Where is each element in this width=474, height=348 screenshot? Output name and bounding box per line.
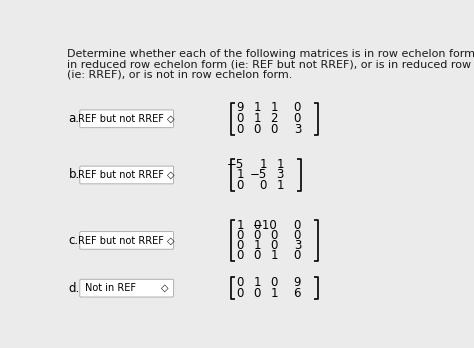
- Text: 0: 0: [254, 219, 261, 232]
- Text: 0: 0: [260, 179, 267, 192]
- Text: b.: b.: [69, 168, 80, 181]
- Text: 1: 1: [236, 219, 244, 232]
- Text: 1: 1: [253, 102, 261, 114]
- Text: 0: 0: [237, 287, 244, 300]
- Text: 1: 1: [276, 179, 284, 192]
- Text: 9: 9: [236, 102, 244, 114]
- Text: 1: 1: [270, 287, 278, 300]
- Text: 0: 0: [237, 249, 244, 262]
- FancyBboxPatch shape: [80, 110, 173, 128]
- Text: 0: 0: [254, 123, 261, 136]
- Text: 0: 0: [237, 112, 244, 125]
- FancyBboxPatch shape: [80, 166, 173, 184]
- Text: 0: 0: [271, 276, 278, 289]
- Text: 1: 1: [236, 168, 244, 181]
- Text: REF but not RREF ◇: REF but not RREF ◇: [78, 114, 175, 124]
- Text: 1: 1: [253, 276, 261, 289]
- Text: 0: 0: [237, 239, 244, 252]
- Text: a.: a.: [69, 112, 80, 125]
- Text: 0: 0: [237, 276, 244, 289]
- Text: 1: 1: [259, 158, 267, 171]
- Text: 0: 0: [237, 179, 244, 192]
- Text: c.: c.: [69, 234, 79, 247]
- Text: Determine whether each of the following matrices is in row echelon form without : Determine whether each of the following …: [67, 49, 474, 60]
- Text: 9: 9: [293, 276, 301, 289]
- Text: 1: 1: [270, 102, 278, 114]
- Text: 0: 0: [237, 123, 244, 136]
- Text: 0: 0: [294, 219, 301, 232]
- Text: 2: 2: [270, 112, 278, 125]
- Text: −5: −5: [250, 168, 267, 181]
- Text: −5: −5: [227, 158, 244, 171]
- Text: 0: 0: [271, 239, 278, 252]
- Text: in reduced row echelon form (ie: REF but not RREF), or is in reduced row echelon: in reduced row echelon form (ie: REF but…: [67, 60, 474, 70]
- Text: 0: 0: [254, 287, 261, 300]
- Text: REF but not RREF ◇: REF but not RREF ◇: [78, 235, 175, 245]
- Text: 0: 0: [294, 102, 301, 114]
- Text: 3: 3: [277, 168, 284, 181]
- Text: 0: 0: [294, 112, 301, 125]
- Text: 0: 0: [294, 229, 301, 242]
- FancyBboxPatch shape: [80, 279, 173, 297]
- Text: 0: 0: [254, 229, 261, 242]
- Text: 3: 3: [294, 123, 301, 136]
- Text: 3: 3: [294, 239, 301, 252]
- Text: 0: 0: [237, 229, 244, 242]
- Text: d.: d.: [69, 282, 80, 295]
- Text: 0: 0: [271, 229, 278, 242]
- Text: 1: 1: [270, 249, 278, 262]
- Text: 0: 0: [294, 249, 301, 262]
- Text: −10: −10: [253, 219, 278, 232]
- Text: Not in REF        ◇: Not in REF ◇: [85, 283, 168, 293]
- Text: 0: 0: [254, 249, 261, 262]
- Text: 1: 1: [253, 112, 261, 125]
- Text: 0: 0: [271, 123, 278, 136]
- Text: 1: 1: [253, 239, 261, 252]
- Text: (ie: RREF), or is not in row echelon form.: (ie: RREF), or is not in row echelon for…: [67, 70, 292, 79]
- Text: 6: 6: [293, 287, 301, 300]
- FancyBboxPatch shape: [80, 231, 173, 249]
- Text: 1: 1: [276, 158, 284, 171]
- Text: REF but not RREF ◇: REF but not RREF ◇: [78, 170, 175, 180]
